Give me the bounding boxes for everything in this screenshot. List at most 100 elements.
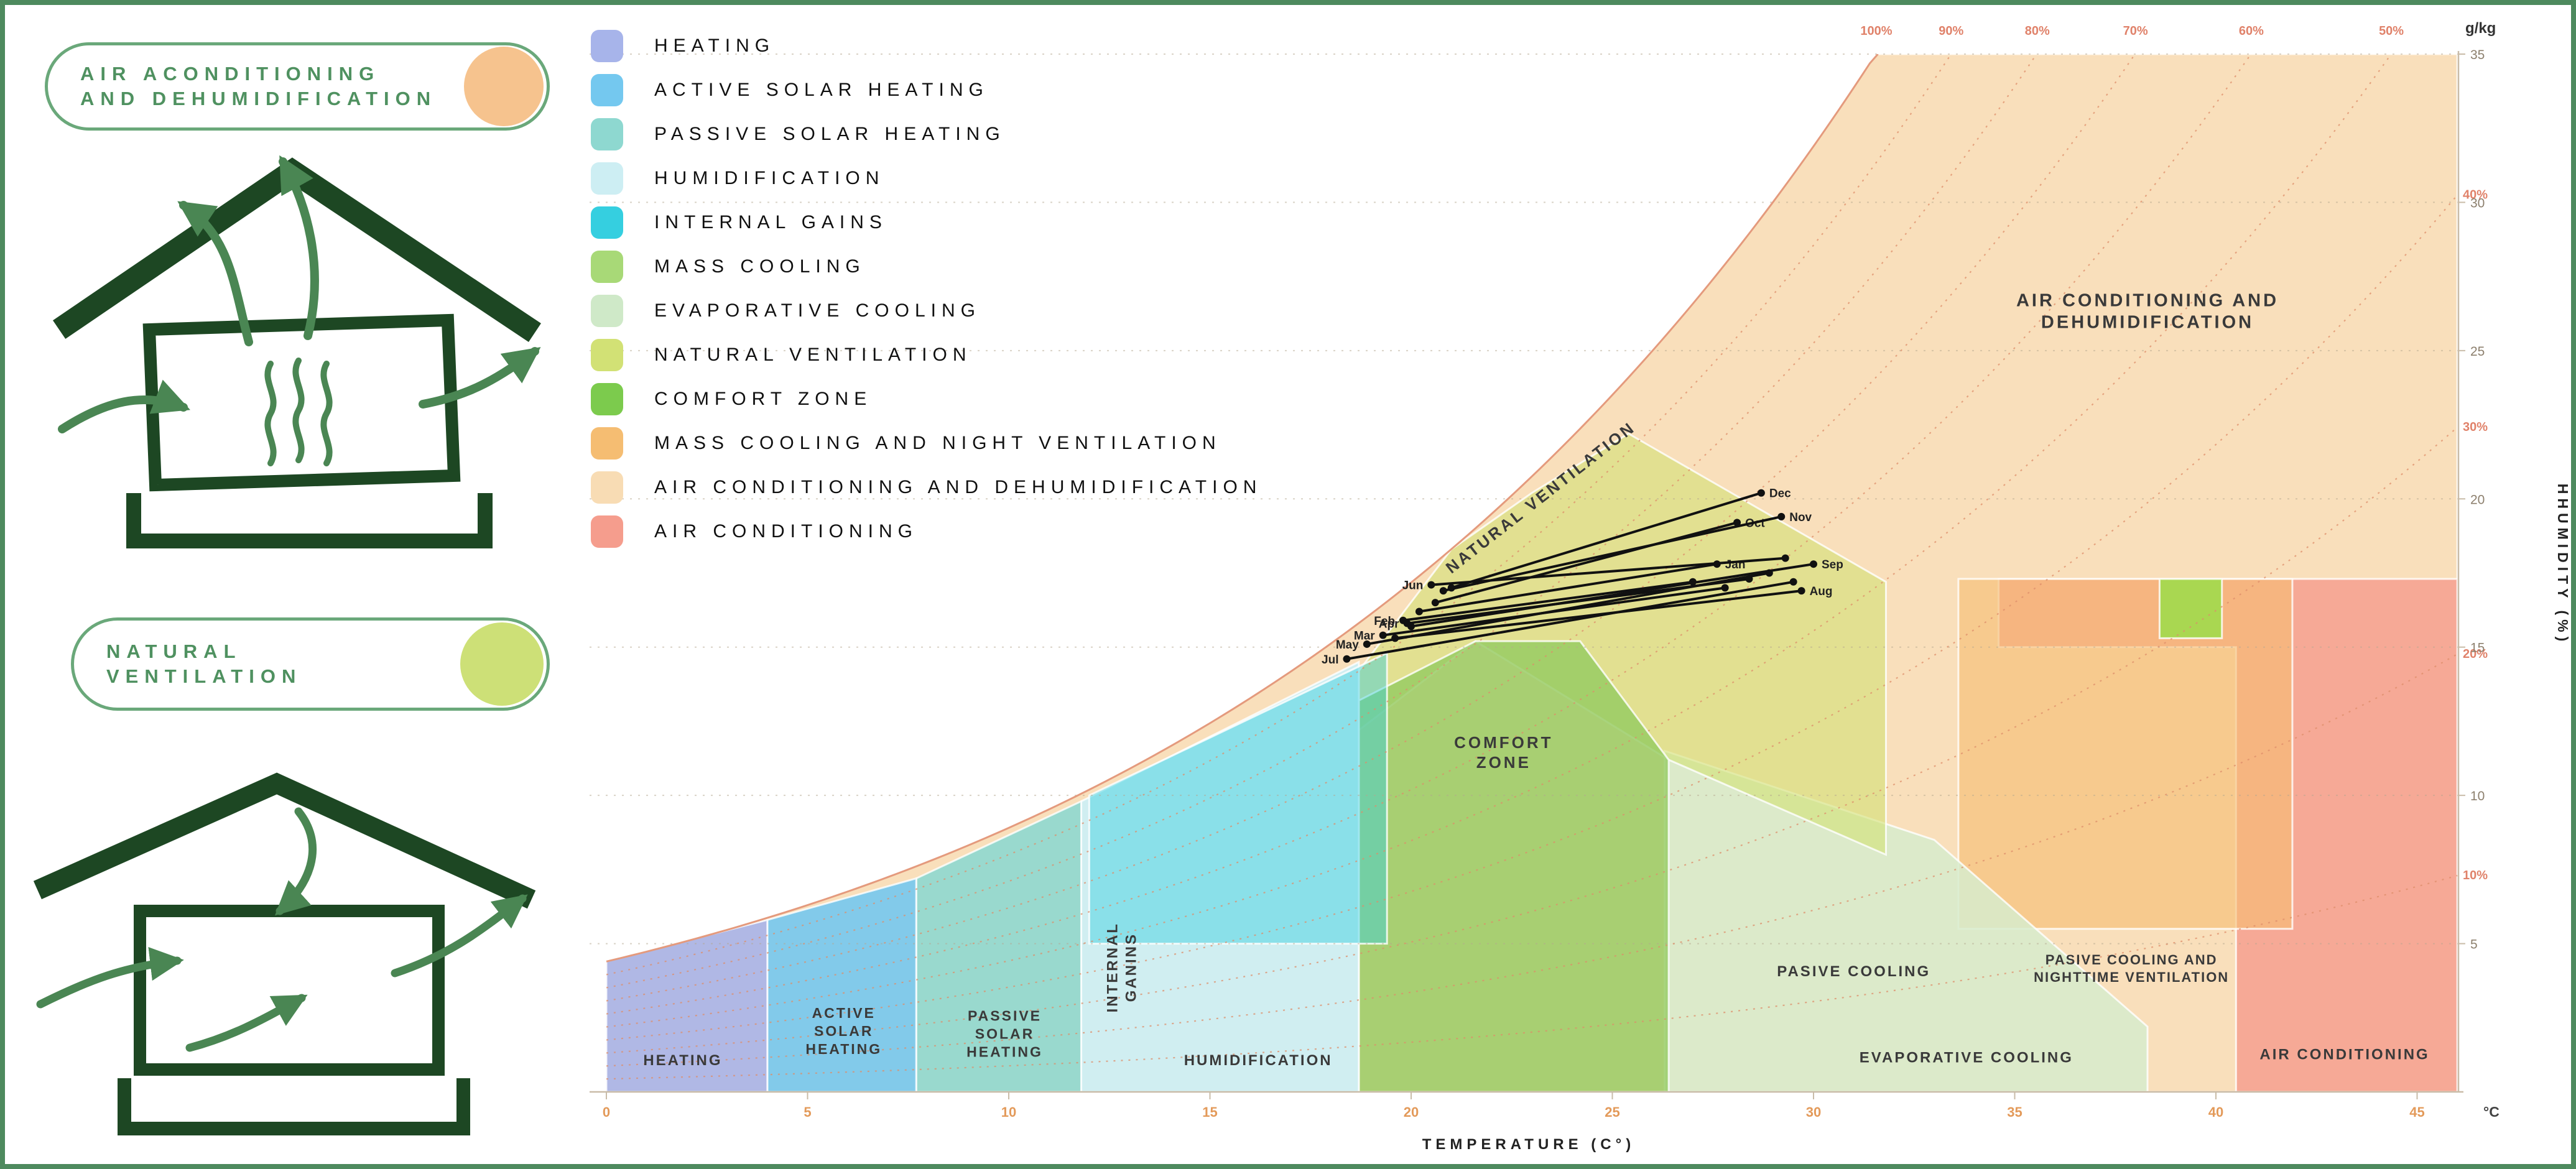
- orange-circle-badge: [464, 47, 544, 126]
- svg-text:Dec: Dec: [1769, 487, 1791, 501]
- legend-swatch: [591, 383, 623, 415]
- rh-curve-labels: 100% 90% 80% 70% 60% 50% 40% 30% 20% 10%: [1860, 24, 2488, 882]
- base: [126, 493, 493, 548]
- svg-text:g/kg: g/kg: [2465, 20, 2496, 37]
- legend-item: EVAPORATIVE COOLING: [591, 295, 1262, 327]
- svg-text:60%: 60%: [2239, 24, 2264, 38]
- svg-text:15: 15: [1202, 1104, 1217, 1120]
- svg-text:25: 25: [2470, 344, 2485, 359]
- room-box: [134, 905, 445, 1076]
- heat-waves-icon: [264, 358, 333, 466]
- legend-swatch: [591, 471, 623, 504]
- legend-label: EVAPORATIVE COOLING: [654, 300, 981, 321]
- axes: 0 5 10 15 20 25 30 35 40 45 °C 5 10 15 20 25 30 35 g/kg TEM…: [590, 20, 2571, 1153]
- svg-text:TEMPERATURE (C°): TEMPERATURE (C°): [1422, 1136, 1635, 1153]
- strategy-zones: [606, 53, 2458, 1093]
- svg-text:HUMIDIFICATION: HUMIDIFICATION: [1184, 1052, 1333, 1069]
- legend-item: AIR CONDITIONING AND DEHUMIDIFICATION: [591, 471, 1262, 504]
- svg-text:Feb: Feb: [1374, 615, 1395, 628]
- card-title-line2: AND DEHUMIDIFICATION: [80, 88, 437, 109]
- card-title: NATURAL VENTILATION: [74, 639, 302, 690]
- legend-label: HUMIDIFICATION: [654, 168, 885, 188]
- legend-swatch: [591, 206, 623, 239]
- svg-text:Sep: Sep: [1822, 558, 1843, 571]
- legend-label: HEATING: [654, 35, 776, 56]
- legend-item: COMFORT ZONE: [591, 383, 1262, 415]
- card-title-line1: AIR ACONDITIONING: [80, 62, 381, 85]
- svg-text:10%: 10%: [2463, 869, 2488, 882]
- svg-text:Apr: Apr: [1379, 618, 1399, 631]
- legend-label: PASSIVE SOLAR HEATING: [654, 124, 1006, 144]
- legend: HEATING ACTIVE SOLAR HEATING PASSIVE SOLAR…: [591, 30, 1262, 548]
- svg-text:10: 10: [1001, 1104, 1016, 1120]
- zone-comfort-zone: [1358, 640, 1670, 1093]
- card-title-line2: VENTILATION: [106, 665, 302, 687]
- svg-text:30: 30: [1806, 1104, 1821, 1120]
- legend-item: AIR CONDITIONING: [591, 515, 1262, 548]
- svg-text:80%: 80%: [2025, 24, 2050, 38]
- relative-humidity-curves: [606, 54, 2458, 1080]
- svg-text:0: 0: [603, 1104, 610, 1120]
- legend-swatch: [591, 427, 623, 460]
- legend-label: MASS COOLING AND NIGHT VENTILATION: [654, 433, 1221, 453]
- svg-text:Aug: Aug: [1810, 585, 1833, 598]
- svg-text:25: 25: [1605, 1104, 1619, 1120]
- svg-text:20: 20: [2470, 492, 2485, 507]
- airflow-arrows-icon: [36, 807, 528, 1052]
- svg-text:Nov: Nov: [1789, 511, 1812, 524]
- legend-item: HEATING: [591, 30, 1262, 62]
- legend-swatch: [591, 118, 623, 150]
- legend-swatch: [591, 339, 623, 371]
- airflow-arrows-icon: [58, 155, 541, 433]
- legend-swatch: [591, 251, 623, 283]
- card-natural-ventilation-title: NATURAL VENTILATION: [71, 617, 550, 711]
- svg-text:20: 20: [1404, 1104, 1419, 1120]
- legend-label: MASS COOLING: [654, 256, 866, 277]
- card-air-conditioning-title: AIR ACONDITIONING AND DEHUMIDIFICATION: [45, 42, 550, 131]
- legend-label: AIR CONDITIONING: [654, 521, 919, 542]
- card-title: AIR ACONDITIONING AND DEHUMIDIFICATION: [48, 62, 437, 112]
- svg-text:45: 45: [2409, 1104, 2424, 1120]
- legend-item: NATURAL VENTILATION: [591, 339, 1262, 371]
- legend-item: MASS COOLING: [591, 251, 1262, 283]
- legend-label: ACTIVE SOLAR HEATING: [654, 80, 989, 100]
- zone-comfort-marker-square: [2158, 578, 2223, 639]
- svg-text:40: 40: [2208, 1104, 2223, 1120]
- bioclimatic-chart: 100% 90% 80% 70% 60% 50% 40% 30% 20% 10% 0 5 10 15 20 2…: [590, 20, 2571, 1153]
- svg-text:35: 35: [2007, 1104, 2022, 1120]
- svg-text:15: 15: [2470, 641, 2485, 655]
- legend-item: INTERNAL GAINS: [591, 206, 1262, 239]
- legend-item: ACTIVE SOLAR HEATING: [591, 74, 1262, 106]
- room-box: [142, 313, 461, 492]
- legend-item: HUMIDIFICATION: [591, 162, 1262, 195]
- legend-item: PASSIVE SOLAR HEATING: [591, 118, 1262, 150]
- legend-label: NATURAL VENTILATION: [654, 344, 972, 365]
- legend-swatch: [591, 30, 623, 62]
- svg-text:PASIVE COOLING: PASIVE COOLING: [1777, 963, 1930, 980]
- svg-text:May: May: [1336, 639, 1359, 652]
- green-circle-badge: [460, 622, 544, 706]
- roof: [33, 772, 536, 909]
- svg-text:5: 5: [804, 1104, 811, 1120]
- svg-text:AIR CONDITIONING: AIR CONDITIONING: [2259, 1047, 2429, 1063]
- svg-text:70%: 70%: [2123, 24, 2148, 38]
- svg-text:Jun: Jun: [1402, 580, 1424, 593]
- svg-text:20%: 20%: [2463, 647, 2488, 661]
- svg-text:Mar: Mar: [1354, 630, 1375, 643]
- svg-text:50%: 50%: [2379, 24, 2404, 38]
- zone-internal-gains: [1088, 651, 1388, 945]
- natural-ventilation-house-illustration: [33, 772, 536, 1135]
- card-title-line1: NATURAL: [106, 640, 242, 662]
- legend-swatch: [591, 162, 623, 195]
- zone-mass-cooling-and-night-ventilation: [1957, 578, 2294, 930]
- svg-text:°C: °C: [2483, 1104, 2500, 1120]
- svg-text:HEATING: HEATING: [643, 1052, 722, 1069]
- legend-label: INTERNAL GAINS: [654, 212, 887, 233]
- svg-text:HHUMIDITY (%): HHUMIDITY (%): [2555, 484, 2571, 646]
- svg-text:5: 5: [2470, 938, 2478, 952]
